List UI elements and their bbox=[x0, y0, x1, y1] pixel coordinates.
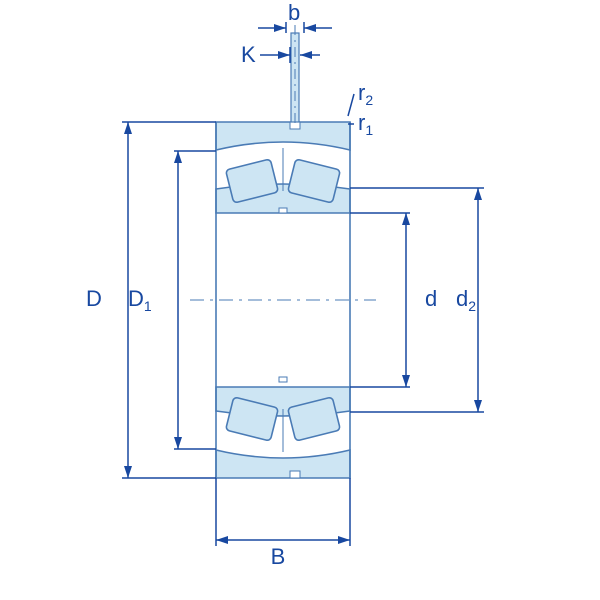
svg-text:d2: d2 bbox=[456, 286, 476, 314]
bearing-section bbox=[190, 25, 376, 478]
svg-text:b: b bbox=[288, 0, 300, 25]
dimensions: D D1 d d2 Bb Kr1r2 bbox=[86, 0, 484, 569]
svg-text:r1: r1 bbox=[358, 110, 373, 138]
svg-text:K: K bbox=[241, 42, 256, 67]
svg-text:D1: D1 bbox=[128, 286, 152, 314]
svg-text:B: B bbox=[271, 544, 286, 569]
svg-text:r2: r2 bbox=[358, 80, 373, 108]
svg-text:d: d bbox=[425, 286, 437, 311]
svg-text:D: D bbox=[86, 286, 102, 311]
